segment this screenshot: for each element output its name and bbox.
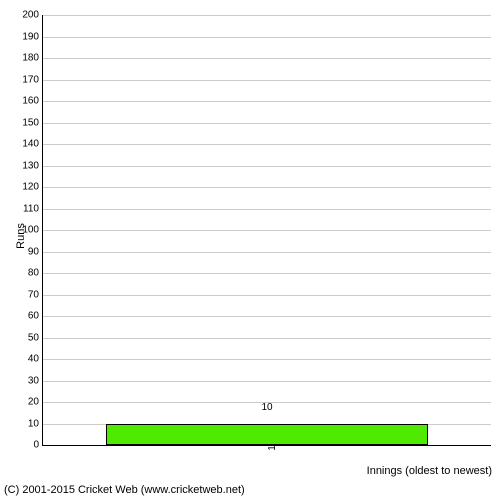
grid-line: [43, 381, 491, 382]
y-tick-label: 150: [22, 117, 39, 128]
y-tick-label: 140: [22, 139, 39, 150]
y-tick-label: 70: [28, 289, 39, 300]
y-tick-label: 0: [33, 440, 39, 451]
y-tick-label: 30: [28, 375, 39, 386]
bar-value-label: 10: [261, 402, 272, 413]
grid-line: [43, 230, 491, 231]
y-tick-label: 110: [23, 203, 39, 214]
grid-line: [43, 273, 491, 274]
chart-container: 0102030405060708090100110120130140150160…: [0, 0, 500, 500]
bar: [106, 424, 429, 446]
y-tick-label: 50: [28, 332, 39, 343]
grid-line: [43, 359, 491, 360]
grid-line: [43, 58, 491, 59]
x-tick-label: 1: [267, 445, 278, 451]
grid-line: [43, 101, 491, 102]
y-tick-label: 20: [28, 397, 39, 408]
y-tick-label: 200: [22, 10, 39, 21]
grid-line: [43, 338, 491, 339]
plot-area: 0102030405060708090100110120130140150160…: [42, 15, 491, 446]
y-axis-label: Runs: [15, 223, 27, 249]
x-axis-label: Innings (oldest to newest): [367, 465, 492, 477]
grid-line: [43, 295, 491, 296]
y-tick-label: 180: [22, 53, 39, 64]
grid-line: [43, 209, 491, 210]
grid-line: [43, 80, 491, 81]
y-tick-label: 60: [28, 311, 39, 322]
y-tick-label: 160: [22, 96, 39, 107]
copyright-text: (C) 2001-2015 Cricket Web (www.cricketwe…: [4, 484, 245, 496]
y-tick-label: 130: [22, 160, 39, 171]
grid-line: [43, 316, 491, 317]
y-tick-label: 80: [28, 268, 39, 279]
grid-line: [43, 144, 491, 145]
y-tick-label: 40: [28, 354, 39, 365]
grid-line: [43, 123, 491, 124]
grid-line: [43, 15, 491, 16]
grid-line: [43, 166, 491, 167]
grid-line: [43, 252, 491, 253]
y-tick-label: 120: [22, 182, 39, 193]
grid-line: [43, 187, 491, 188]
y-tick-label: 170: [22, 74, 39, 85]
y-tick-label: 10: [28, 418, 39, 429]
grid-line: [43, 37, 491, 38]
y-tick-label: 90: [28, 246, 39, 257]
y-tick-label: 190: [22, 31, 39, 42]
